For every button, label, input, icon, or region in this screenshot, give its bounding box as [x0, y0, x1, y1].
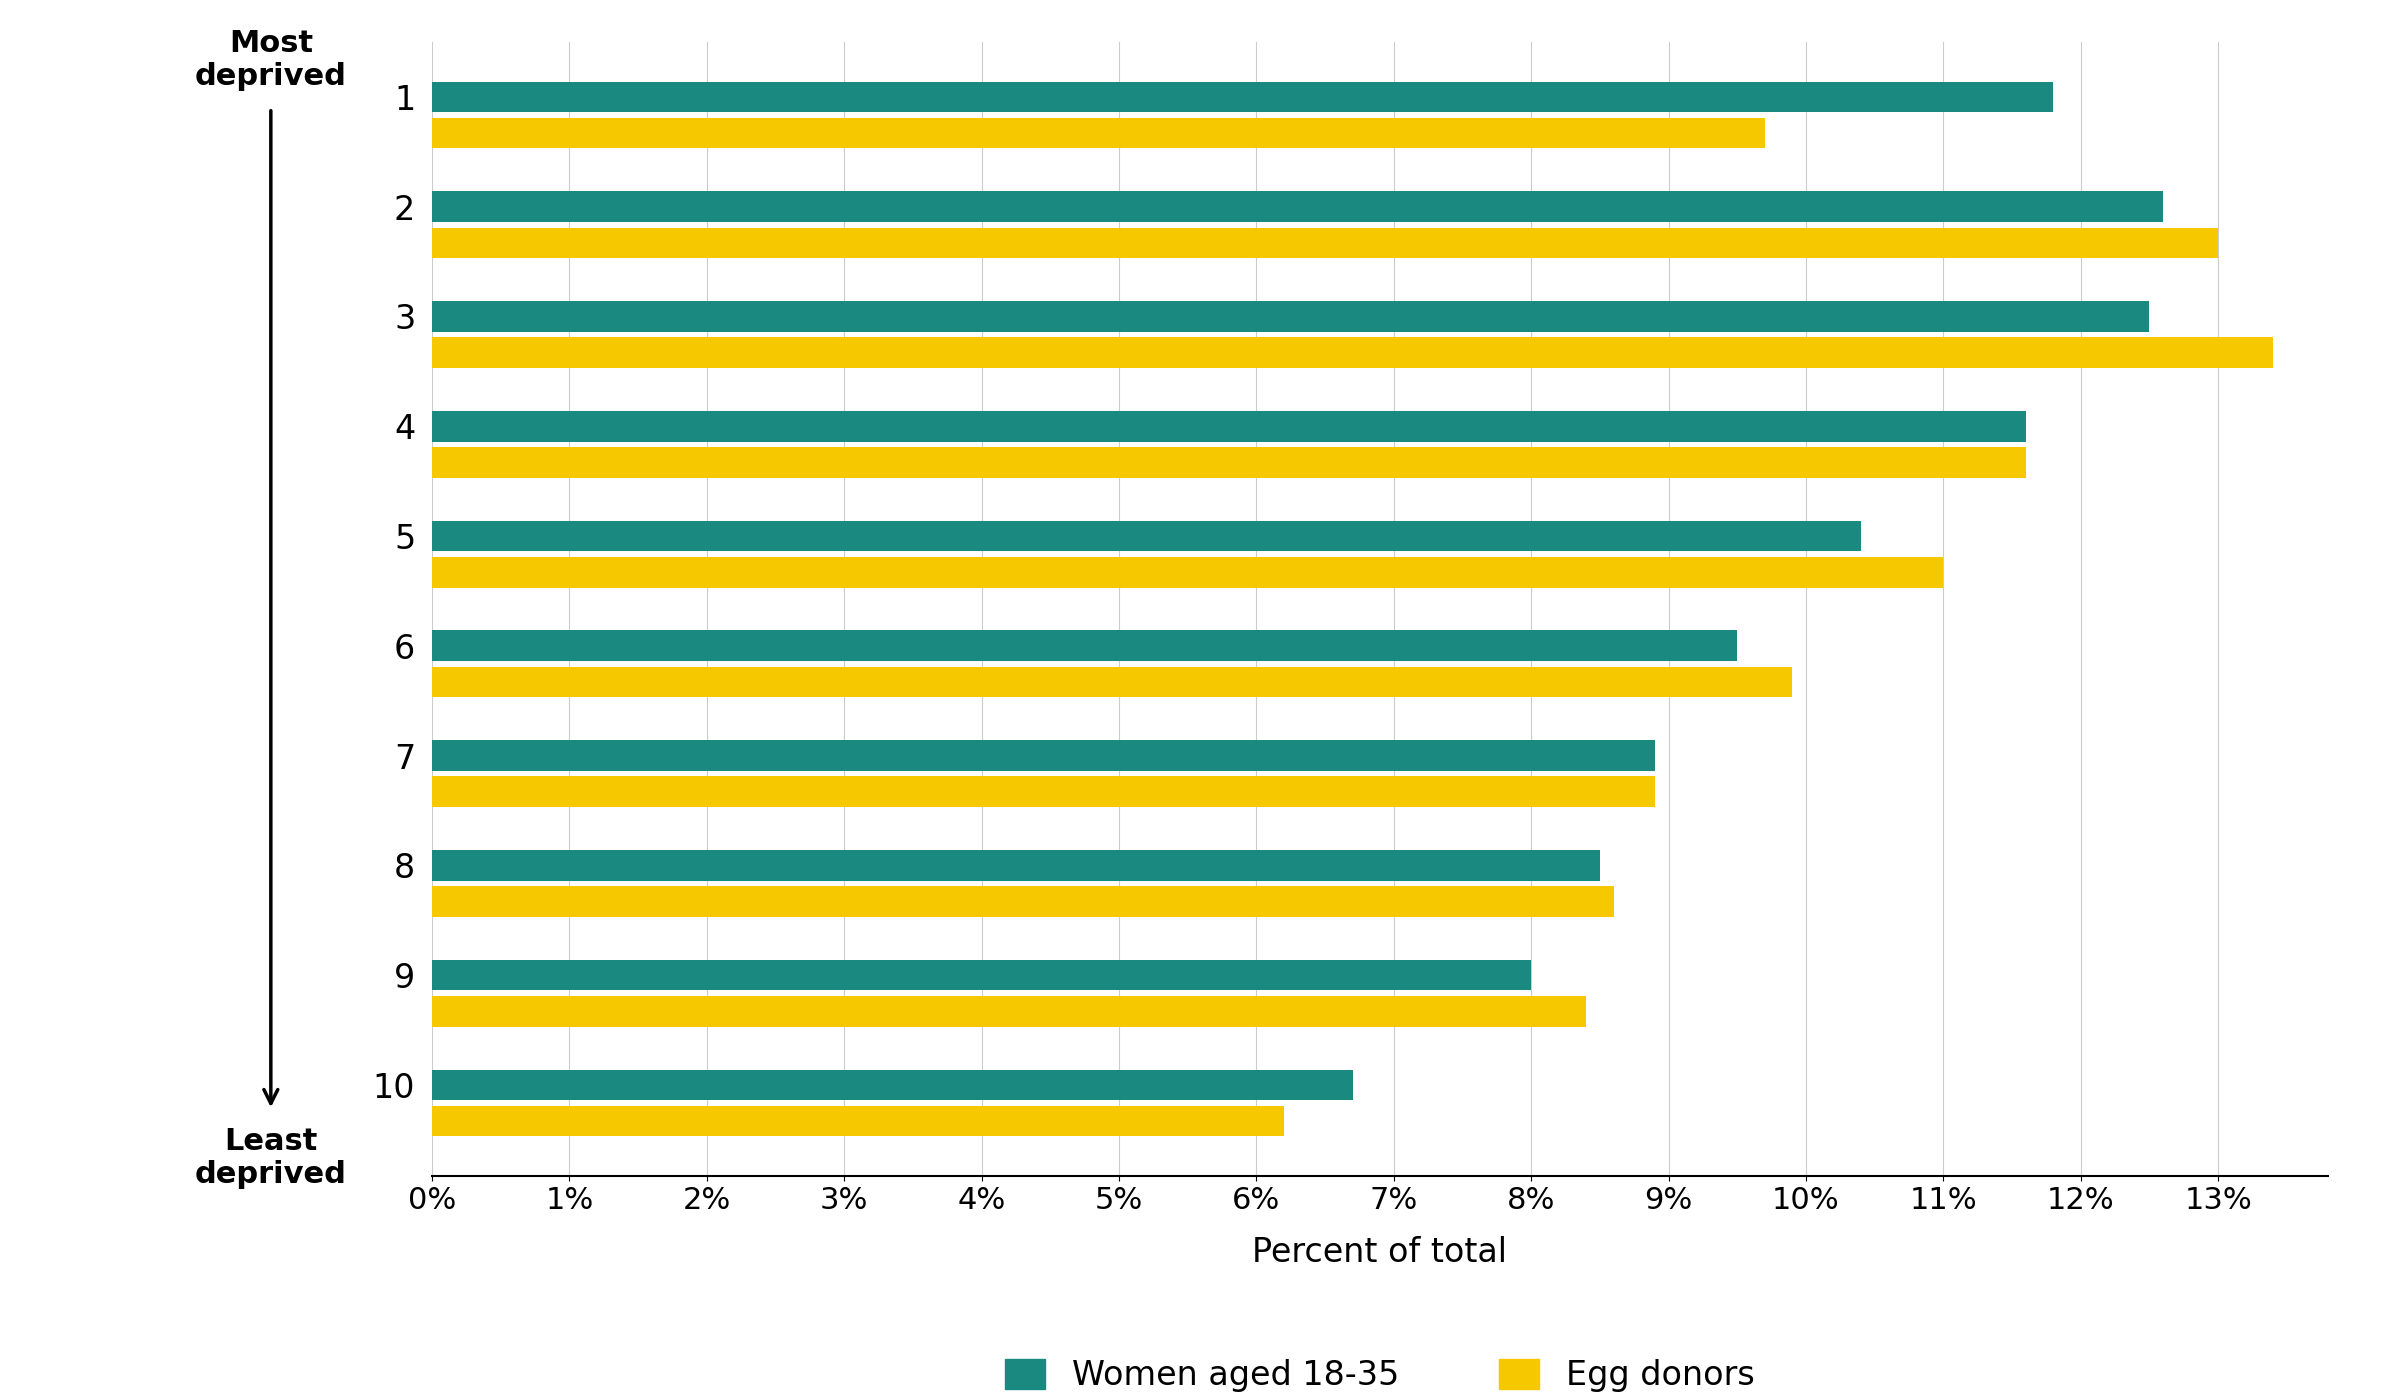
Bar: [432, 886, 1613, 917]
Bar: [432, 337, 2273, 368]
Bar: [432, 81, 2054, 112]
Bar: [432, 447, 2026, 477]
Bar: [432, 995, 1586, 1026]
Bar: [432, 557, 1944, 588]
Legend: Women aged 18-35, Egg donors: Women aged 18-35, Egg donors: [989, 1343, 1771, 1400]
Bar: [432, 301, 2150, 332]
Bar: [432, 192, 2162, 223]
Bar: [432, 960, 1531, 990]
Bar: [432, 630, 1738, 661]
Bar: [432, 850, 1601, 881]
Text: Most
deprived: Most deprived: [194, 29, 346, 91]
Bar: [432, 521, 1860, 552]
Bar: [432, 777, 1654, 808]
Text: Least
deprived: Least deprived: [194, 1127, 346, 1189]
Bar: [432, 1070, 1354, 1100]
Bar: [432, 228, 2218, 258]
Bar: [432, 1106, 1284, 1137]
X-axis label: Percent of total: Percent of total: [1253, 1236, 1507, 1268]
Bar: [432, 118, 1764, 148]
Bar: [432, 741, 1654, 771]
Bar: [432, 410, 2026, 441]
Bar: [432, 666, 1793, 697]
